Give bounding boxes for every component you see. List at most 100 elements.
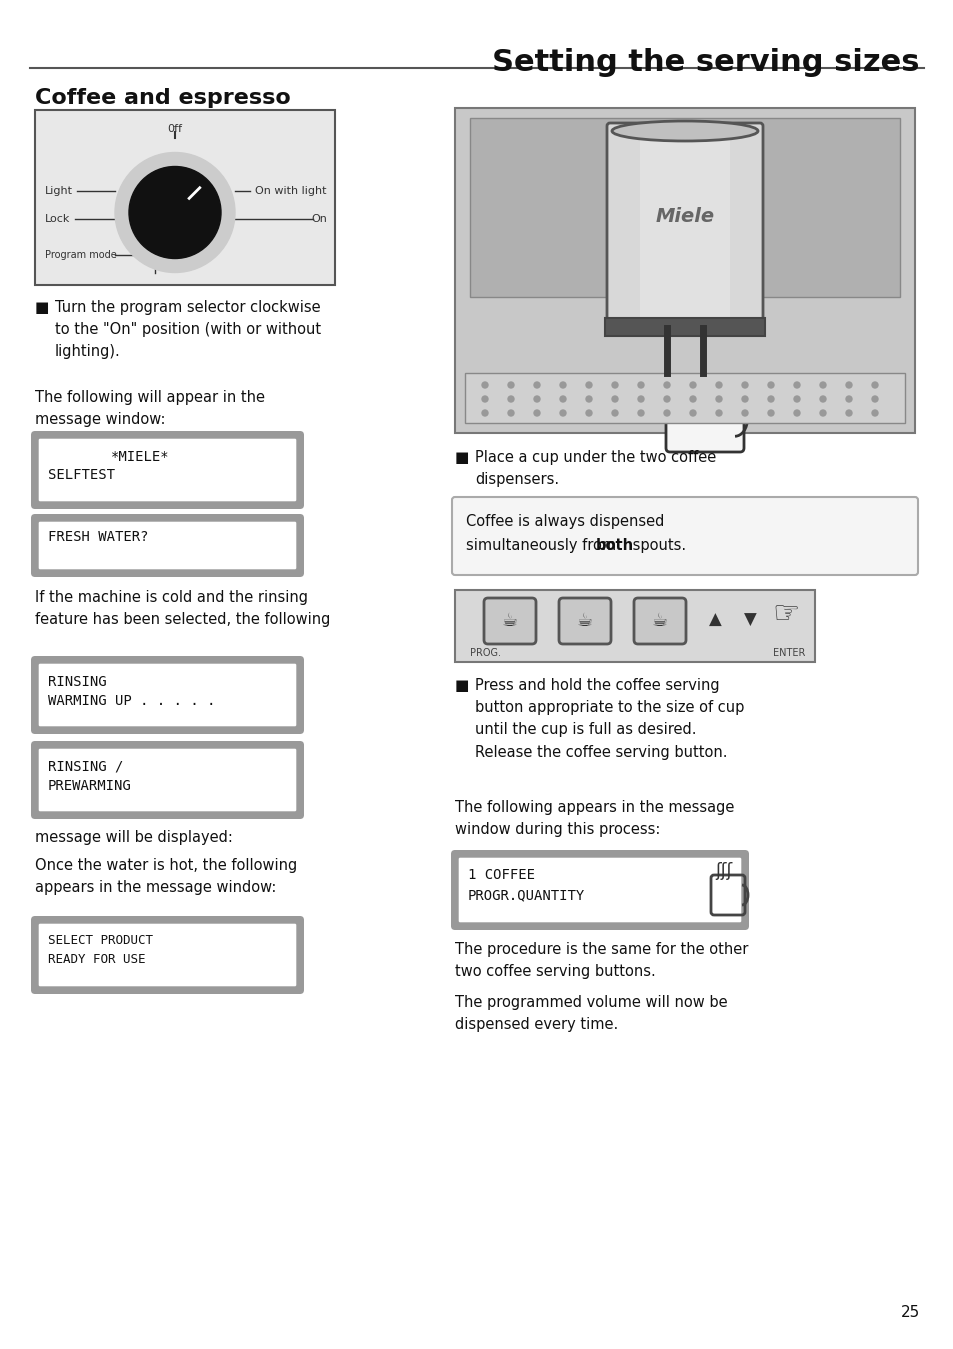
Text: Setting the serving sizes: Setting the serving sizes <box>492 49 919 77</box>
FancyBboxPatch shape <box>30 741 304 819</box>
Circle shape <box>663 397 669 402</box>
Circle shape <box>845 410 851 415</box>
Circle shape <box>534 382 539 389</box>
FancyBboxPatch shape <box>30 430 304 509</box>
Circle shape <box>689 397 696 402</box>
FancyBboxPatch shape <box>639 125 729 328</box>
Text: ☕: ☕ <box>577 612 593 630</box>
Circle shape <box>663 382 669 389</box>
FancyBboxPatch shape <box>606 123 762 331</box>
Circle shape <box>689 410 696 415</box>
Text: ■: ■ <box>35 299 50 316</box>
Text: On: On <box>311 213 327 224</box>
Text: PREWARMING: PREWARMING <box>48 778 132 793</box>
Text: 25: 25 <box>900 1304 919 1321</box>
Text: ENTER: ENTER <box>772 648 804 658</box>
FancyBboxPatch shape <box>470 117 899 297</box>
Text: RINSING /: RINSING / <box>48 759 123 774</box>
Text: Program mode: Program mode <box>45 250 116 259</box>
Text: WARMING UP . . . . .: WARMING UP . . . . . <box>48 693 215 708</box>
Text: SELECT PRODUCT: SELECT PRODUCT <box>48 934 152 947</box>
Text: FRESH WATER?: FRESH WATER? <box>48 530 149 544</box>
Text: ▲: ▲ <box>708 611 720 629</box>
Circle shape <box>481 397 488 402</box>
Ellipse shape <box>612 121 758 142</box>
Circle shape <box>585 410 592 415</box>
FancyBboxPatch shape <box>38 923 296 987</box>
Circle shape <box>612 382 618 389</box>
Circle shape <box>638 397 643 402</box>
Text: SELFTEST: SELFTEST <box>48 468 115 482</box>
Text: Once the water is hot, the following
appears in the message window:: Once the water is hot, the following app… <box>35 858 297 896</box>
Text: ☞: ☞ <box>772 600 800 630</box>
FancyBboxPatch shape <box>38 662 296 727</box>
Text: The programmed volume will now be
dispensed every time.: The programmed volume will now be dispen… <box>455 996 727 1032</box>
Circle shape <box>845 397 851 402</box>
Text: 0ff: 0ff <box>168 124 182 134</box>
Text: ▼: ▼ <box>742 611 756 629</box>
FancyBboxPatch shape <box>455 590 814 662</box>
FancyBboxPatch shape <box>35 111 335 285</box>
Circle shape <box>507 410 514 415</box>
Circle shape <box>716 382 721 389</box>
Circle shape <box>534 410 539 415</box>
Circle shape <box>820 397 825 402</box>
Text: PROG.: PROG. <box>470 648 500 658</box>
FancyBboxPatch shape <box>634 598 685 643</box>
Circle shape <box>793 410 800 415</box>
Circle shape <box>845 382 851 389</box>
FancyBboxPatch shape <box>30 514 304 577</box>
Text: message will be displayed:: message will be displayed: <box>35 830 233 844</box>
Text: The following will appear in the
message window:: The following will appear in the message… <box>35 390 265 428</box>
FancyBboxPatch shape <box>38 438 296 502</box>
Circle shape <box>129 166 221 259</box>
Text: The procedure is the same for the other
two coffee serving buttons.: The procedure is the same for the other … <box>455 942 747 979</box>
Circle shape <box>585 382 592 389</box>
Circle shape <box>741 382 747 389</box>
Circle shape <box>767 410 773 415</box>
Circle shape <box>793 382 800 389</box>
Text: Coffee and espresso: Coffee and espresso <box>35 88 291 108</box>
FancyBboxPatch shape <box>455 108 914 433</box>
Text: Press and hold the coffee serving
button appropriate to the size of cup
until th: Press and hold the coffee serving button… <box>475 679 743 759</box>
Text: On with light: On with light <box>255 186 327 196</box>
Text: 1 COFFEE: 1 COFFEE <box>468 867 535 882</box>
Circle shape <box>481 410 488 415</box>
Circle shape <box>612 397 618 402</box>
Circle shape <box>534 397 539 402</box>
Circle shape <box>638 382 643 389</box>
FancyBboxPatch shape <box>558 598 610 643</box>
Circle shape <box>663 410 669 415</box>
Text: READY FOR USE: READY FOR USE <box>48 952 146 966</box>
Text: Miele: Miele <box>655 208 714 227</box>
Text: spouts.: spouts. <box>627 538 685 553</box>
Ellipse shape <box>671 380 738 398</box>
Text: ☕: ☕ <box>651 612 667 630</box>
Circle shape <box>741 397 747 402</box>
Circle shape <box>793 397 800 402</box>
Text: ■: ■ <box>455 679 469 693</box>
Text: ■: ■ <box>455 451 469 465</box>
FancyBboxPatch shape <box>38 747 296 812</box>
FancyBboxPatch shape <box>452 496 917 575</box>
Text: ʃʃʃ: ʃʃʃ <box>714 862 732 880</box>
Circle shape <box>820 410 825 415</box>
FancyBboxPatch shape <box>30 656 304 734</box>
Circle shape <box>767 397 773 402</box>
Text: simultaneously from: simultaneously from <box>465 538 620 553</box>
Text: The following appears in the message
window during this process:: The following appears in the message win… <box>455 800 734 838</box>
Circle shape <box>871 382 877 389</box>
FancyBboxPatch shape <box>457 857 741 923</box>
FancyBboxPatch shape <box>665 379 743 452</box>
Text: Turn the program selector clockwise
to the "On" position (with or without
lighti: Turn the program selector clockwise to t… <box>55 299 321 359</box>
Circle shape <box>871 397 877 402</box>
Circle shape <box>507 382 514 389</box>
Text: ☕: ☕ <box>501 612 517 630</box>
Circle shape <box>585 397 592 402</box>
FancyBboxPatch shape <box>464 374 904 424</box>
Circle shape <box>559 410 565 415</box>
Circle shape <box>507 397 514 402</box>
Text: If the machine is cold and the rinsing
feature has been selected, the following: If the machine is cold and the rinsing f… <box>35 590 330 627</box>
Text: Coffee is always dispensed: Coffee is always dispensed <box>465 514 663 529</box>
Circle shape <box>716 410 721 415</box>
